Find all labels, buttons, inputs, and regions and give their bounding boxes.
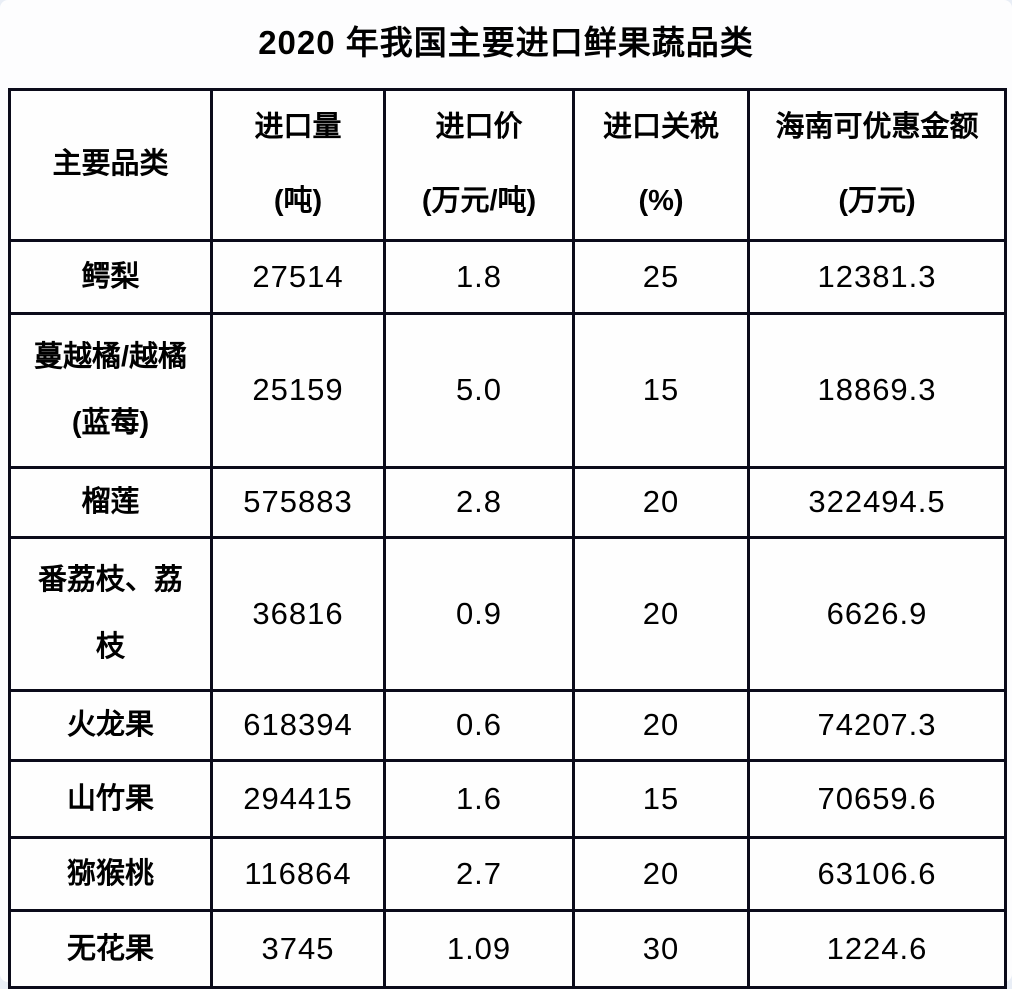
header-cell-tariff: 进口关税 (%) <box>572 88 750 242</box>
import-table: 主要品类 进口量 (吨) 进口价 (万元/吨) 进口关税 (%) 海南可优惠金额… <box>8 88 1007 989</box>
tariff-cell: 20 <box>572 535 750 692</box>
category-cell: 蔓越橘/越橘 (蓝莓) <box>8 311 213 469</box>
amount-cell: 70659.6 <box>747 758 1007 839</box>
table-row: 猕猴桃 116864 2.7 20 63106.6 <box>8 835 1007 912</box>
header-cell-price: 进口价 (万元/吨) <box>383 88 575 242</box>
price-cell: 1.8 <box>383 238 575 315</box>
table-row: 番荔枝、荔 枝 36816 0.9 20 6626.9 <box>8 535 1007 692</box>
volume-cell: 575883 <box>210 465 386 539</box>
tariff-cell: 30 <box>572 908 750 989</box>
table-row: 山竹果 294415 1.6 15 70659.6 <box>8 758 1007 839</box>
amount-cell: 12381.3 <box>747 238 1007 315</box>
table-row: 榴莲 575883 2.8 20 322494.5 <box>8 465 1007 539</box>
volume-cell: 618394 <box>210 688 386 762</box>
price-cell: 2.7 <box>383 835 575 912</box>
volume-cell: 3745 <box>210 908 386 989</box>
tariff-cell: 15 <box>572 758 750 839</box>
price-cell: 2.8 <box>383 465 575 539</box>
amount-cell: 1224.6 <box>747 908 1007 989</box>
table-row: 蔓越橘/越橘 (蓝莓) 25159 5.0 15 18869.3 <box>8 311 1007 469</box>
volume-cell: 25159 <box>210 311 386 469</box>
price-cell: 1.09 <box>383 908 575 989</box>
table-header-row: 主要品类 进口量 (吨) 进口价 (万元/吨) 进口关税 (%) 海南可优惠金额… <box>8 88 1007 242</box>
volume-cell: 36816 <box>210 535 386 692</box>
category-cell: 猕猴桃 <box>8 835 213 912</box>
header-cell-amount: 海南可优惠金额 (万元) <box>747 88 1007 242</box>
amount-cell: 18869.3 <box>747 311 1007 469</box>
category-cell: 鳄梨 <box>8 238 213 315</box>
category-cell: 山竹果 <box>8 758 213 839</box>
tariff-cell: 20 <box>572 688 750 762</box>
volume-cell: 27514 <box>210 238 386 315</box>
category-cell: 火龙果 <box>8 688 213 762</box>
header-cell-category: 主要品类 <box>8 88 213 242</box>
price-cell: 0.6 <box>383 688 575 762</box>
page-title: 2020 年我国主要进口鲜果蔬品类 <box>258 24 754 61</box>
amount-cell: 322494.5 <box>747 465 1007 539</box>
tariff-cell: 25 <box>572 238 750 315</box>
amount-cell: 63106.6 <box>747 835 1007 912</box>
tariff-cell: 20 <box>572 835 750 912</box>
category-cell: 无花果 <box>8 908 213 989</box>
header-cell-volume: 进口量 (吨) <box>210 88 386 242</box>
volume-cell: 116864 <box>210 835 386 912</box>
price-cell: 0.9 <box>383 535 575 692</box>
price-cell: 1.6 <box>383 758 575 839</box>
tariff-cell: 20 <box>572 465 750 539</box>
tariff-cell: 15 <box>572 311 750 469</box>
table-row: 鳄梨 27514 1.8 25 12381.3 <box>8 238 1007 315</box>
price-cell: 5.0 <box>383 311 575 469</box>
category-cell: 番荔枝、荔 枝 <box>8 535 213 692</box>
amount-cell: 6626.9 <box>747 535 1007 692</box>
table-row: 无花果 3745 1.09 30 1224.6 <box>8 908 1007 989</box>
volume-cell: 294415 <box>210 758 386 839</box>
category-cell: 榴莲 <box>8 465 213 539</box>
table-row: 火龙果 618394 0.6 20 74207.3 <box>8 688 1007 762</box>
amount-cell: 74207.3 <box>747 688 1007 762</box>
